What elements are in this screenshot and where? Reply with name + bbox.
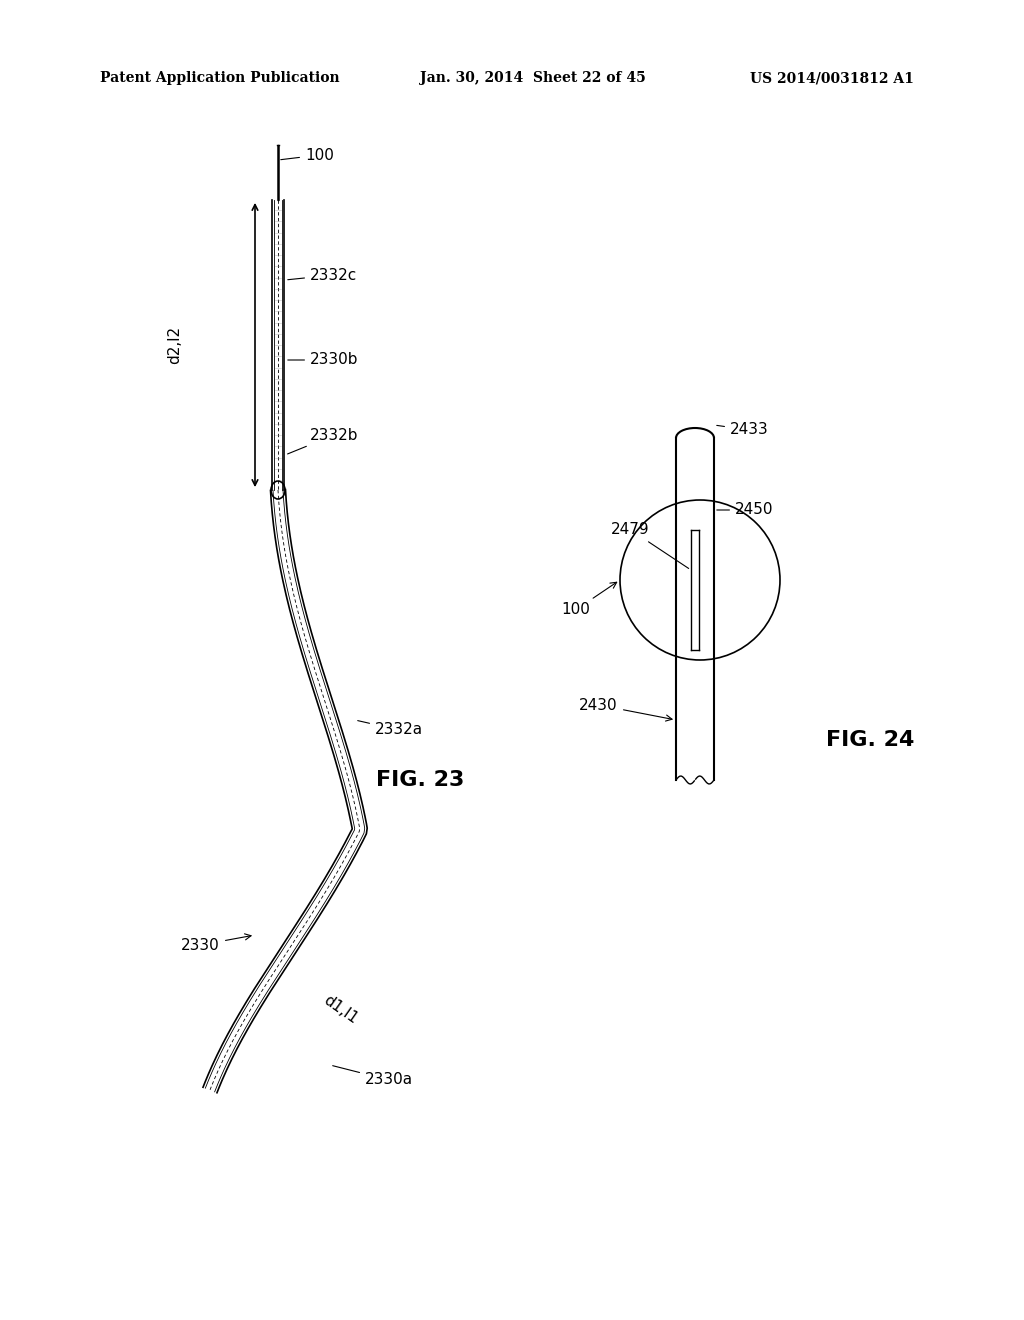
Text: 2332b: 2332b xyxy=(288,428,358,454)
Text: d1,l1: d1,l1 xyxy=(321,993,359,1027)
Text: 2330a: 2330a xyxy=(333,1065,413,1088)
Text: 2433: 2433 xyxy=(717,422,769,437)
Text: 2332a: 2332a xyxy=(357,721,423,738)
Text: 2450: 2450 xyxy=(717,503,773,517)
Text: 2479: 2479 xyxy=(611,523,689,569)
Text: 2330: 2330 xyxy=(181,933,251,953)
Text: 2332c: 2332c xyxy=(288,268,357,282)
Text: 100: 100 xyxy=(561,582,616,618)
Text: Patent Application Publication: Patent Application Publication xyxy=(100,71,340,84)
Text: FIG. 23: FIG. 23 xyxy=(376,770,464,789)
Text: 100: 100 xyxy=(281,148,334,162)
Text: Jan. 30, 2014  Sheet 22 of 45: Jan. 30, 2014 Sheet 22 of 45 xyxy=(420,71,646,84)
Text: d2,l2: d2,l2 xyxy=(168,326,182,364)
Text: US 2014/0031812 A1: US 2014/0031812 A1 xyxy=(750,71,913,84)
Text: FIG. 24: FIG. 24 xyxy=(825,730,914,750)
Text: 2330b: 2330b xyxy=(288,352,358,367)
Text: 2430: 2430 xyxy=(580,697,672,721)
